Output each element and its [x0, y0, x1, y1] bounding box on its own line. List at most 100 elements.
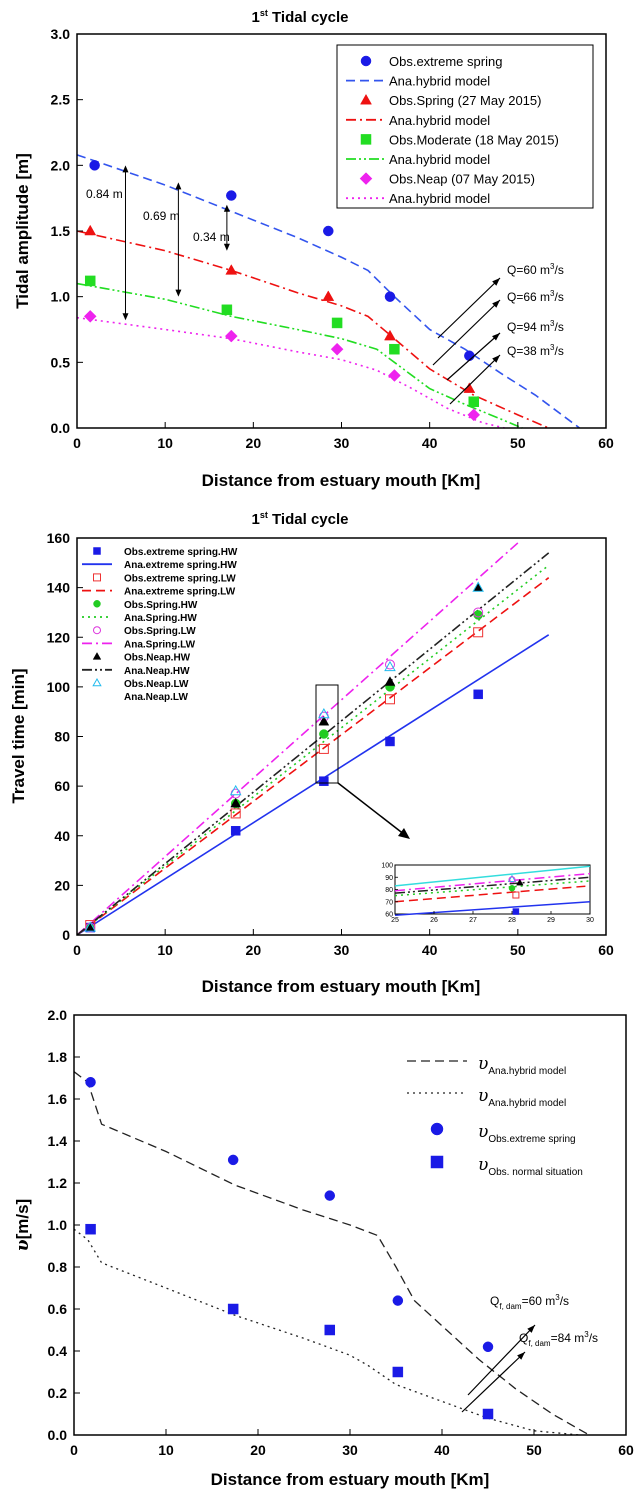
- discharge-arrowhead: [492, 300, 500, 308]
- legend-label-0: Obs.extreme spring.HW: [124, 547, 238, 558]
- series-line-7: [76, 542, 519, 936]
- data-point-2-2: [324, 1190, 336, 1201]
- legend-label-1: υAna.hybrid model: [478, 1086, 566, 1109]
- data-point-8-4: [472, 581, 484, 592]
- legend-label-5: Ana.hybrid model: [389, 152, 490, 167]
- inset-line-3: [394, 880, 591, 897]
- series-line-1: [76, 634, 550, 936]
- data-point-0-3: [385, 736, 395, 747]
- legend-label-2: Obs.Spring (27 May 2015): [389, 93, 541, 108]
- x-axis-label: Distance from estuary mouth [Km]: [202, 471, 481, 490]
- data-point-2-0: [84, 224, 97, 236]
- discharge-arrowhead: [492, 355, 500, 363]
- legend-marker-2: [430, 1122, 444, 1136]
- y-tick-label: 1.6: [48, 1091, 68, 1107]
- inset-point-0: [507, 874, 517, 882]
- x-tick-label: 20: [246, 942, 262, 958]
- data-point-0-0: [89, 160, 100, 171]
- data-point-6-4: [473, 607, 484, 618]
- discharge-arrowhead: [527, 1325, 535, 1333]
- y-tick-label: 0.6: [48, 1301, 68, 1317]
- data-point-6-1: [230, 788, 241, 799]
- discharge-arrow: [432, 299, 501, 366]
- data-point-0-3: [384, 291, 396, 302]
- legend-marker-2: [360, 93, 372, 105]
- discharge-arrow: [461, 1351, 526, 1413]
- legend-label-4: Obs.Spring.HW: [124, 600, 198, 611]
- legend-label-3: Ana.extreme spring.LW: [124, 587, 236, 598]
- x-tick-label: 0: [73, 435, 81, 451]
- legend-label-11: Ana.Neap.LW: [124, 692, 188, 703]
- x-tick-label: 60: [598, 435, 614, 451]
- data-point-6-3: [384, 659, 395, 670]
- legend-box: [336, 44, 594, 209]
- y-tick-label: 0.0: [48, 1427, 68, 1443]
- data-point-2-2: [322, 290, 335, 301]
- y-tick-label: 2.0: [51, 157, 71, 173]
- inset-y-tick-label: 100: [381, 863, 393, 870]
- inset-y-tick-label: 70: [385, 899, 393, 906]
- tidal-amplitude-chart: 1st Tidal cycle 0 10 20 30 40 50 60 0.0 0.5 1.0 1…: [13, 8, 614, 490]
- discharge-arrowhead: [517, 1352, 525, 1360]
- inset-x-tick-label: 26: [430, 917, 438, 924]
- x-tick-label: 50: [510, 435, 526, 451]
- data-point-2-4: [473, 627, 484, 638]
- y-axis-label: Tidal amplitude [m]: [13, 153, 32, 309]
- data-point-3-3: [392, 1366, 404, 1378]
- x-tick-label: 50: [526, 1442, 542, 1458]
- discharge-arrow: [437, 277, 501, 339]
- legend-label-7: Ana.Spring.LW: [124, 639, 196, 650]
- y-tick-label: 40: [54, 828, 70, 844]
- inset-line-2: [394, 876, 591, 894]
- y-tick-label: 1.2: [48, 1175, 68, 1191]
- y-tick-label: 0.2: [48, 1385, 68, 1401]
- gap-arrowhead-bottom: [223, 243, 230, 251]
- gap-arrowhead-top: [223, 204, 230, 212]
- data-point-6-3: [388, 369, 401, 382]
- gap-arrowhead-top: [122, 165, 129, 173]
- inset-y-tick-label: 60: [385, 912, 393, 919]
- gap-label: 0.84 m: [86, 187, 123, 201]
- x-axis-label: Distance from estuary mouth [Km]: [211, 1470, 490, 1489]
- data-point-2-3: [384, 329, 396, 341]
- data-point-8-3: [384, 676, 396, 686]
- y-tick-label: 160: [47, 530, 71, 546]
- legend-marker-4: [360, 134, 372, 145]
- zoom-box: [315, 684, 339, 784]
- y-tick-label: 2.5: [51, 92, 71, 108]
- chart-title: 1st Tidal cycle: [252, 510, 349, 528]
- inset-x-tick-label: 28: [508, 917, 516, 924]
- legend-label-9: Ana.Neap.HW: [124, 666, 190, 677]
- inset-x-tick-label: 30: [586, 917, 594, 924]
- inset-line-0: [394, 865, 591, 887]
- data-point-6-0: [83, 310, 97, 323]
- data-point-0-2: [319, 776, 329, 786]
- y-tick-label: 2.0: [48, 1007, 68, 1023]
- data-point-6-2: [330, 342, 344, 356]
- data-point-3-0: [85, 1223, 96, 1235]
- discharge-arrow: [446, 332, 501, 381]
- gap-label: 0.34 m: [193, 230, 230, 244]
- inset-point-5: [512, 908, 520, 915]
- data-point-2-0: [85, 1076, 96, 1088]
- data-point-8-2: [318, 715, 330, 726]
- discharge-label: Qf, dam=60 m3/s: [490, 1293, 569, 1311]
- inset-x-tick-label: 25: [391, 917, 399, 924]
- inset-y-tick-label: 80: [385, 887, 393, 894]
- y-tick-label: 0.0: [51, 420, 71, 436]
- x-tick-label: 30: [334, 435, 350, 451]
- y-axis-label: υ[m/s]: [13, 1199, 33, 1251]
- legend-marker-6: [359, 172, 373, 185]
- data-point-0-1: [230, 826, 241, 836]
- data-point-2-4: [482, 1341, 494, 1353]
- series-line-9: [76, 552, 550, 936]
- series-line-5: [76, 564, 550, 936]
- data-point-4-4: [468, 396, 479, 407]
- x-tick-label: 30: [334, 942, 350, 958]
- legend-label-7: Ana.hybrid model: [389, 191, 490, 206]
- x-tick-label: 60: [618, 1442, 634, 1458]
- data-point-0-4: [464, 350, 475, 362]
- series-line-7: [76, 316, 505, 429]
- data-point-4-3: [389, 343, 400, 355]
- data-point-2-1: [227, 1154, 239, 1166]
